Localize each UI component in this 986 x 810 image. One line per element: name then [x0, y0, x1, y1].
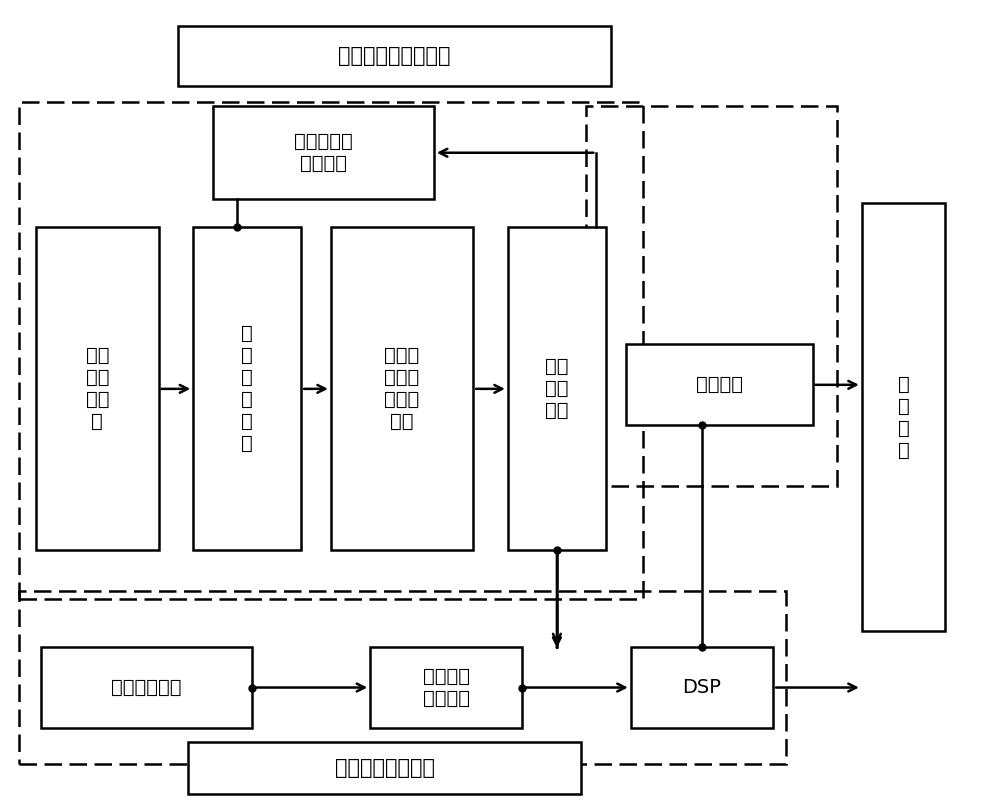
Text: 时
空
频
滤
波
器: 时 空 频 滤 波 器: [242, 324, 253, 454]
Bar: [508, 228, 606, 550]
Bar: [631, 647, 773, 728]
Bar: [35, 228, 159, 550]
Bar: [193, 228, 302, 550]
Text: 对照训练集
标签迭代: 对照训练集 标签迭代: [294, 132, 353, 173]
Bar: [626, 344, 812, 425]
Text: 特征提取的学习过程: 特征提取的学习过程: [338, 46, 451, 66]
Text: 用户脑电信号: 用户脑电信号: [111, 678, 181, 697]
Bar: [178, 26, 611, 86]
Text: 脑电信号
模式识别: 脑电信号 模式识别: [423, 667, 469, 708]
Text: DSP: DSP: [682, 678, 722, 697]
Bar: [370, 647, 523, 728]
Text: 训练
集信
号张
量: 训练 集信 号张 量: [86, 347, 109, 432]
Bar: [188, 742, 582, 794]
Text: 控制信号: 控制信号: [696, 375, 742, 394]
Text: 控
制
模
块: 控 制 模 块: [897, 374, 909, 459]
Bar: [213, 106, 434, 199]
Bar: [862, 203, 946, 631]
Bar: [40, 647, 252, 728]
Bar: [330, 228, 473, 550]
Bar: [19, 102, 644, 599]
Bar: [587, 106, 837, 486]
Text: 特征空
间叠加
与特征
选择: 特征空 间叠加 与特征 选择: [385, 347, 420, 432]
Text: 实时脑电信号处理: 实时脑电信号处理: [335, 758, 435, 778]
Text: 特征
提取
算法: 特征 提取 算法: [545, 357, 569, 420]
Bar: [19, 590, 786, 764]
